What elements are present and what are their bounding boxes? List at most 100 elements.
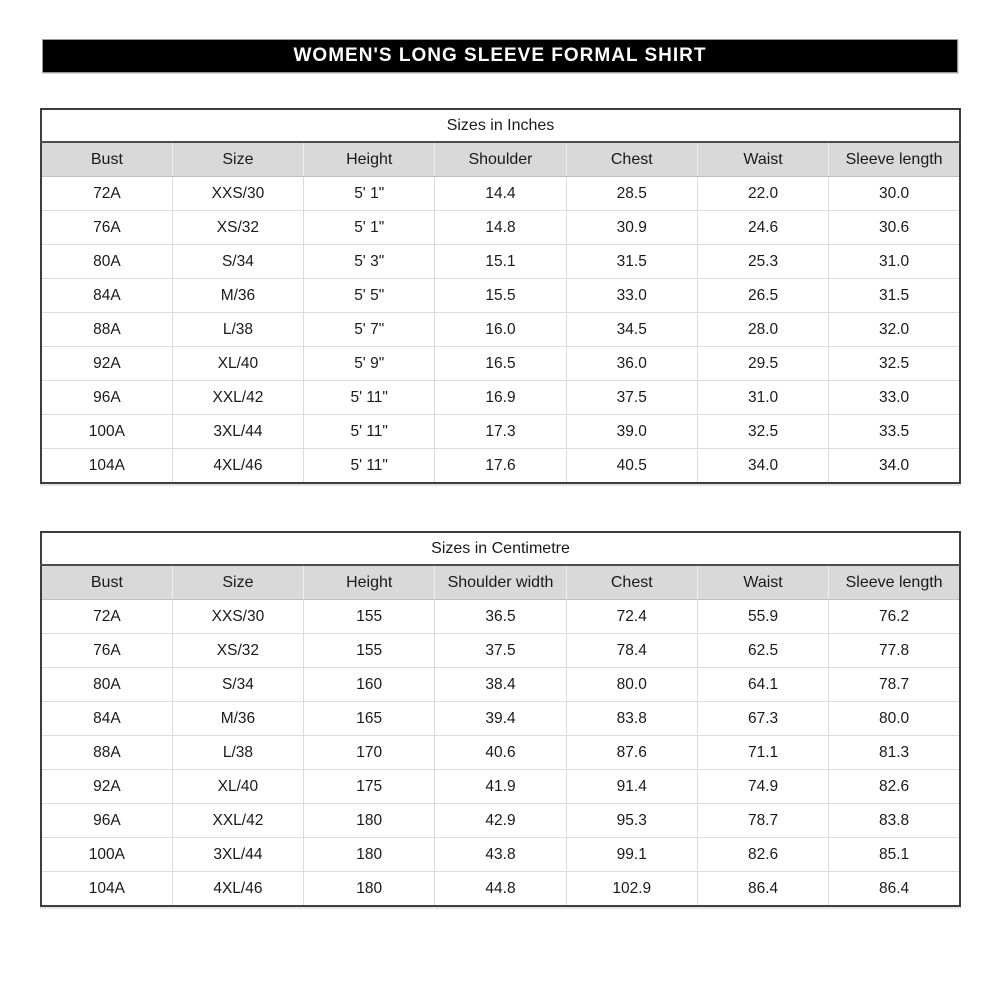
- table-cell: 96A: [40, 380, 173, 415]
- table-cell: 39.0: [565, 414, 698, 449]
- table-row: 84A M/36 165 39.4 83.8 67.3 80.0: [40, 701, 961, 736]
- table-cell: 42.9: [434, 803, 567, 838]
- table-cell: 76A: [40, 210, 173, 245]
- column-header-size: Size: [171, 565, 304, 600]
- table-cell: 96A: [40, 803, 173, 838]
- table-row: 76A XS/32 155 37.5 78.4 62.5 77.8: [40, 633, 961, 668]
- table-cell: 80A: [40, 244, 173, 279]
- table-cell: 55.9: [696, 599, 830, 634]
- table-cell: 31.0: [828, 244, 961, 279]
- table-cell: 95.3: [565, 803, 698, 838]
- table-cell: 4XL/46: [171, 871, 305, 907]
- table-cell: 88A: [40, 312, 173, 347]
- table-cell: 74.9: [696, 769, 830, 804]
- table-cell: 86.4: [696, 871, 830, 907]
- table-cell: 28.5: [565, 176, 698, 211]
- inches-table-head: Sizes in Inches Bust Size Height Shoulde…: [40, 108, 961, 177]
- table-cell: 67.3: [696, 701, 830, 736]
- sizes-in-centimetre-table: Sizes in Centimetre Bust Size Height Sho…: [40, 531, 961, 907]
- table-cell: 104A: [40, 448, 173, 484]
- table-cell: 3XL/44: [171, 837, 305, 872]
- table-cell: 40.5: [565, 448, 698, 484]
- table-cell: 87.6: [565, 735, 698, 770]
- table-header-row: Bust Size Height Shoulder Chest Waist Sl…: [41, 142, 960, 177]
- table-cell: 34.0: [828, 448, 961, 484]
- table-cell: 99.1: [565, 837, 698, 872]
- table-cell: 5' 7": [303, 312, 436, 347]
- table-cell: XXL/42: [171, 380, 305, 415]
- table-cell: 83.8: [565, 701, 698, 736]
- table-cell: 36.5: [434, 599, 567, 634]
- table-cell: 170: [303, 735, 436, 770]
- table-cell: 180: [303, 803, 436, 838]
- column-header-waist: Waist: [696, 565, 829, 600]
- table-cell: 5' 1": [303, 210, 436, 245]
- inches-table-body: 72A XXS/30 5' 1" 14.4 28.5 22.0 30.0 76A XS/32 5'…: [40, 176, 961, 484]
- table-cell: 26.5: [696, 278, 830, 313]
- table-cell: 28.0: [696, 312, 830, 347]
- table-cell: 29.5: [696, 346, 830, 381]
- table-cell: 30.6: [828, 210, 961, 245]
- table-cell: 30.0: [828, 176, 961, 211]
- column-header-height: Height: [303, 142, 435, 177]
- table-title-row: Sizes in Inches: [40, 108, 961, 143]
- table-cell: 37.5: [565, 380, 698, 415]
- table-cell: 16.9: [434, 380, 567, 415]
- table-cell: 33.5: [828, 414, 961, 449]
- column-header-waist: Waist: [696, 142, 829, 177]
- table-cell: 5' 11": [303, 414, 436, 449]
- table-cell: 80.0: [565, 667, 698, 702]
- table-cell: 155: [303, 599, 436, 634]
- table-cell: 30.9: [565, 210, 698, 245]
- table-cell: 92A: [40, 346, 173, 381]
- table-cell: 14.4: [434, 176, 567, 211]
- table-cell: XL/40: [171, 346, 305, 381]
- page-title: WOMEN'S LONG SLEEVE FORMAL SHIRT: [293, 45, 707, 66]
- table-cell: 37.5: [434, 633, 567, 668]
- column-header-shoulder: Shoulder: [434, 142, 567, 177]
- table-cell: 22.0: [696, 176, 830, 211]
- table-cell: 80.0: [828, 701, 961, 736]
- table-cell: 38.4: [434, 667, 567, 702]
- table-row: 92A XL/40 5' 9" 16.5 36.0 29.5 32.5: [40, 346, 961, 381]
- table-cell: 34.5: [565, 312, 698, 347]
- table-row: 72A XXS/30 5' 1" 14.4 28.5 22.0 30.0: [40, 176, 961, 211]
- table-cell: 17.3: [434, 414, 567, 449]
- table-cell: S/34: [171, 244, 305, 279]
- table-cell: 36.0: [565, 346, 698, 381]
- table-cell: 100A: [40, 837, 173, 872]
- table-cell: 78.7: [696, 803, 830, 838]
- table-row: 80A S/34 5' 3" 15.1 31.5 25.3 31.0: [40, 244, 961, 279]
- table-row: 88A L/38 170 40.6 87.6 71.1 81.3: [40, 735, 961, 770]
- table-cell: 24.6: [696, 210, 830, 245]
- table-cell: 64.1: [696, 667, 830, 702]
- table-cell: 82.6: [828, 769, 961, 804]
- table-cell: 88A: [40, 735, 173, 770]
- table-cell: 5' 1": [303, 176, 436, 211]
- table-cell: 76A: [40, 633, 173, 668]
- table-cell: 80A: [40, 667, 173, 702]
- table-cell: 91.4: [565, 769, 698, 804]
- table-cell: M/36: [171, 278, 305, 313]
- table-row: 100A 3XL/44 180 43.8 99.1 82.6 85.1: [40, 837, 961, 872]
- table-cell: 33.0: [828, 380, 961, 415]
- table-cell: 180: [303, 837, 436, 872]
- table-cell: M/36: [171, 701, 305, 736]
- table-title-row: Sizes in Centimetre: [40, 531, 961, 566]
- table-cell: XL/40: [171, 769, 305, 804]
- column-header-size: Size: [171, 142, 304, 177]
- table-cell: 78.7: [828, 667, 961, 702]
- table-cell: 82.6: [696, 837, 830, 872]
- table-cell: 31.5: [565, 244, 698, 279]
- table-cell: 85.1: [828, 837, 961, 872]
- table-cell: 76.2: [828, 599, 961, 634]
- table-cell: 31.0: [696, 380, 830, 415]
- table-cell: 5' 11": [303, 380, 436, 415]
- table-title: Sizes in Centimetre: [40, 531, 961, 566]
- table-row: 76A XS/32 5' 1" 14.8 30.9 24.6 30.6: [40, 210, 961, 245]
- table-cell: 104A: [40, 871, 173, 907]
- table-cell: 43.8: [434, 837, 567, 872]
- table-cell: 14.8: [434, 210, 567, 245]
- table-cell: 102.9: [565, 871, 698, 907]
